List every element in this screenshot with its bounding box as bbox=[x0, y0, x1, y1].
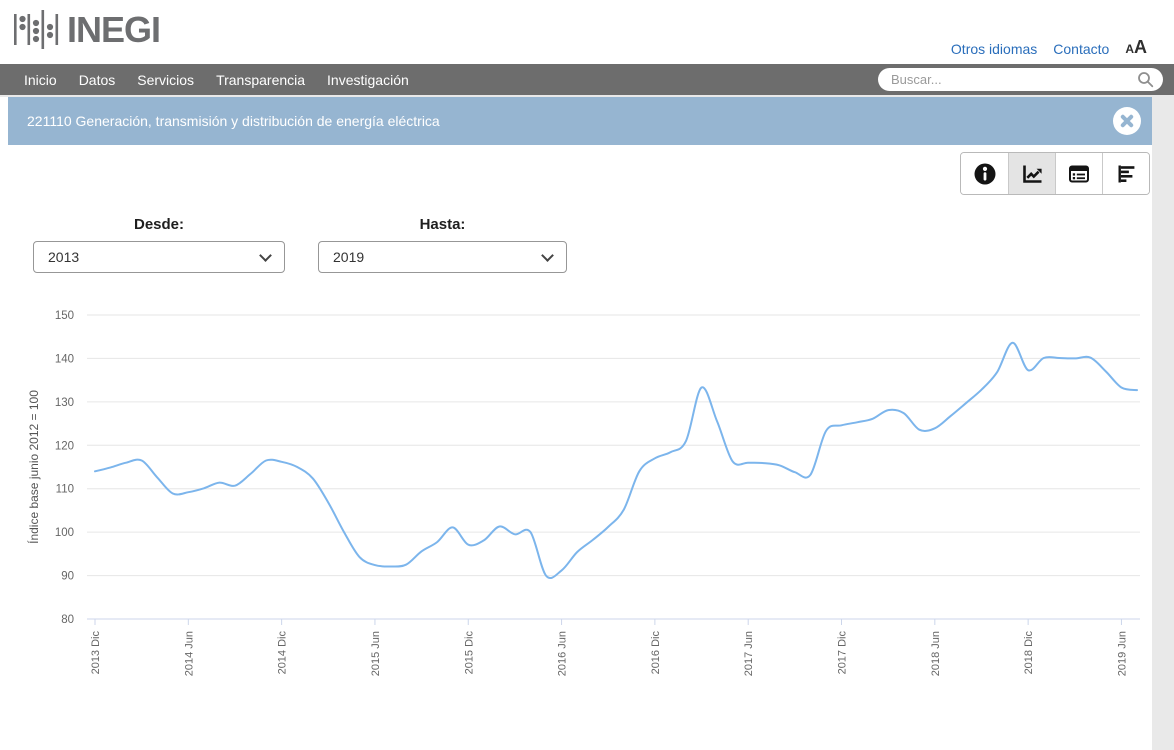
svg-text:2016 Dic: 2016 Dic bbox=[650, 631, 662, 675]
svg-text:120: 120 bbox=[55, 440, 74, 452]
hasta-value: 2019 bbox=[333, 249, 365, 265]
svg-text:2014 Dic: 2014 Dic bbox=[277, 631, 289, 675]
inegi-logo-icon bbox=[14, 10, 59, 49]
svg-text:2018 Dic: 2018 Dic bbox=[1023, 631, 1035, 675]
svg-text:110: 110 bbox=[56, 484, 74, 496]
series-title: 221110 Generación, transmisión y distrib… bbox=[27, 113, 440, 129]
line-chart-icon bbox=[1022, 165, 1042, 183]
font-small-a: A bbox=[1125, 42, 1134, 56]
svg-text:2016 Jun: 2016 Jun bbox=[557, 631, 569, 676]
nav-items: Inicio Datos Servicios Transparencia Investi… bbox=[24, 72, 409, 88]
font-size-toggle[interactable]: AA bbox=[1125, 38, 1147, 57]
table-icon bbox=[1069, 165, 1089, 182]
svg-text:2018 Jun: 2018 Jun bbox=[930, 631, 942, 676]
series-banner: 221110 Generación, transmisión y distrib… bbox=[8, 97, 1152, 145]
close-icon bbox=[1120, 114, 1134, 128]
nav-item-transparencia[interactable]: Transparencia bbox=[216, 71, 306, 88]
svg-text:2014 Jun: 2014 Jun bbox=[183, 631, 195, 676]
svg-text:2019 Jun: 2019 Jun bbox=[1116, 631, 1128, 676]
svg-text:2013 Dic: 2013 Dic bbox=[90, 631, 102, 675]
nav-item-inicio[interactable]: Inicio bbox=[24, 71, 57, 88]
toolbar-button-line-chart[interactable] bbox=[1008, 153, 1055, 194]
bar-chart-icon bbox=[1118, 165, 1135, 182]
link-contacto[interactable]: Contacto bbox=[1053, 41, 1110, 57]
hasta-select[interactable]: 2019 bbox=[318, 241, 567, 273]
desde-value: 2013 bbox=[48, 249, 80, 265]
svg-text:2017 Dic: 2017 Dic bbox=[837, 631, 849, 675]
site-header: INEGI Otros idiomas Contacto AA bbox=[0, 0, 1174, 64]
chevron-down-icon bbox=[259, 248, 272, 262]
desde-select[interactable]: 2013 bbox=[33, 241, 285, 273]
svg-text:80: 80 bbox=[61, 614, 74, 626]
x-axis-labels: 2013 Dic 2014 Jun 2014 Dic 2015 Jun 2015 Dic… bbox=[90, 619, 1128, 676]
svg-text:2015 Dic: 2015 Dic bbox=[463, 631, 475, 675]
svg-text:2017 Jun: 2017 Jun bbox=[743, 631, 755, 676]
toolbar-button-info[interactable] bbox=[961, 153, 1008, 194]
desde-label: Desde: bbox=[133, 216, 185, 233]
search-box bbox=[878, 68, 1163, 91]
svg-text:90: 90 bbox=[61, 571, 74, 583]
svg-text:100: 100 bbox=[55, 527, 74, 539]
main-nav: Inicio Datos Servicios Transparencia Investi… bbox=[0, 64, 1174, 95]
close-button[interactable] bbox=[1113, 107, 1141, 135]
header-links: Otros idiomas Contacto AA bbox=[951, 38, 1147, 57]
toolbar-button-table[interactable] bbox=[1055, 153, 1102, 194]
font-big-a: A bbox=[1134, 37, 1147, 57]
svg-text:130: 130 bbox=[55, 397, 74, 409]
hasta-label: Hasta: bbox=[419, 216, 466, 233]
y-axis-title: Índice base junio 2012 = 100 bbox=[26, 390, 41, 544]
nav-item-servicios[interactable]: Servicios bbox=[137, 71, 195, 88]
inegi-logo[interactable]: INEGI bbox=[14, 9, 161, 51]
toolbar-button-bar-chart[interactable] bbox=[1102, 153, 1149, 194]
search-icon[interactable] bbox=[1137, 71, 1154, 88]
logo-text: INEGI bbox=[67, 9, 161, 50]
svg-text:140: 140 bbox=[55, 353, 74, 365]
svg-text:2015 Jun: 2015 Jun bbox=[370, 631, 382, 676]
nav-item-datos[interactable]: Datos bbox=[78, 71, 116, 88]
view-toolbar bbox=[960, 152, 1150, 195]
info-icon bbox=[974, 163, 995, 184]
series-line bbox=[94, 341, 1138, 579]
chevron-down-icon bbox=[541, 248, 554, 262]
svg-text:150: 150 bbox=[55, 310, 74, 322]
content-area: 221110 Generación, transmisión y distrib… bbox=[0, 97, 1152, 750]
y-axis-labels: 80 90 100 110 120 130 140 150 bbox=[55, 310, 74, 626]
search-input[interactable] bbox=[889, 71, 1137, 88]
nav-item-investigacion[interactable]: Investigación bbox=[327, 71, 409, 88]
gridlines bbox=[87, 314, 1140, 620]
link-otros-idiomas[interactable]: Otros idiomas bbox=[950, 41, 1038, 57]
